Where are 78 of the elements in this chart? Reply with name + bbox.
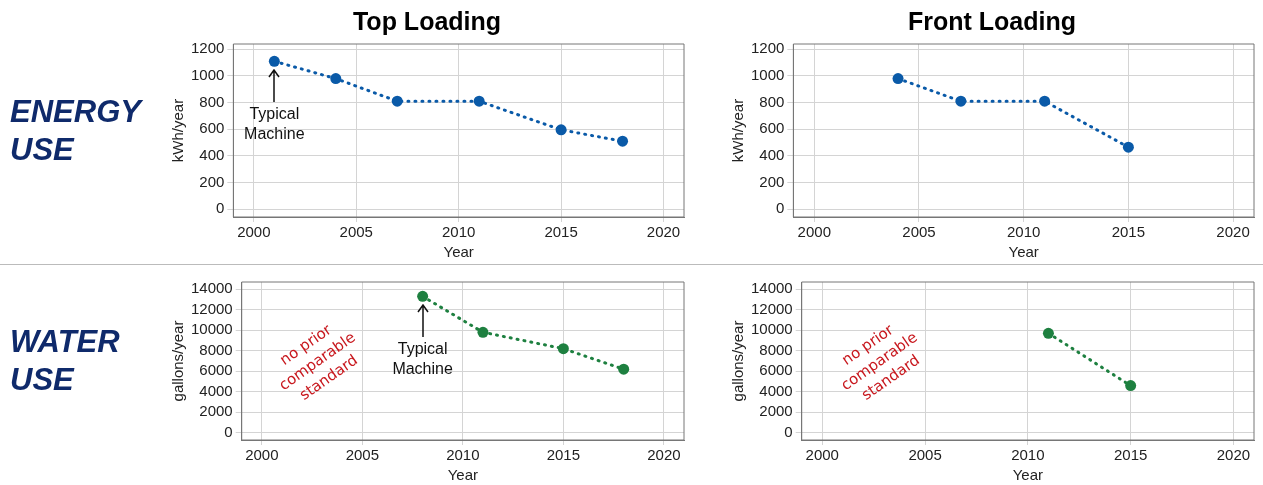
- y-tick-label: 1200: [190, 39, 225, 57]
- y-tick-label: 6000: [199, 361, 233, 379]
- chart-title: Top Loading: [352, 6, 502, 35]
- y-axis-title: kWh/year: [729, 98, 747, 163]
- y-tick-label: 14000: [750, 279, 793, 297]
- y-tick-label: 0: [784, 422, 793, 440]
- point: [617, 135, 629, 147]
- x-axis-title: Year: [1012, 466, 1044, 484]
- chart-title: Front Loading: [907, 6, 1077, 35]
- point: [1122, 141, 1134, 153]
- x-tick-label: 2015: [1113, 446, 1148, 464]
- x-axis-title: Year: [443, 243, 474, 261]
- point: [330, 73, 342, 85]
- point: [391, 95, 403, 107]
- x-tick-label: 2000: [237, 223, 271, 241]
- y-tick-label: 14000: [190, 279, 233, 297]
- x-tick-label: 2015: [1111, 223, 1146, 241]
- y-tick-label: 1200: [750, 39, 785, 57]
- point: [477, 326, 489, 338]
- y-tick-label: 400: [199, 145, 225, 163]
- y-tick-label: 8000: [199, 340, 233, 358]
- y-tick-label: 800: [759, 92, 785, 110]
- x-tick-label: 2010: [1007, 223, 1041, 241]
- point: [618, 363, 630, 375]
- y-axis-title: gallons/year: [169, 320, 187, 402]
- point: [417, 290, 429, 302]
- point: [473, 95, 485, 107]
- x-tick-label: 2020: [1216, 446, 1251, 464]
- y-tick-label: 2000: [199, 402, 233, 420]
- x-axis-title: Year: [1008, 243, 1039, 261]
- y-tick-label: 4000: [759, 381, 793, 399]
- y-tick-label: 800: [199, 92, 225, 110]
- point: [555, 124, 567, 136]
- y-tick-label: 1000: [750, 66, 785, 84]
- y-tick-label: 200: [199, 172, 225, 190]
- annotation: Typical Machine: [391, 339, 454, 380]
- x-tick-label: 2005: [902, 223, 936, 241]
- y-tick-label: 8000: [759, 340, 793, 358]
- y-tick-label: 400: [759, 145, 785, 163]
- y-tick-label: 600: [199, 119, 225, 137]
- y-tick-label: 0: [224, 422, 233, 440]
- x-tick-label: 2000: [245, 446, 279, 464]
- x-tick-label: 2015: [544, 223, 578, 241]
- x-tick-label: 2020: [647, 446, 681, 464]
- x-tick-label: 2015: [546, 446, 581, 464]
- point: [268, 55, 280, 67]
- x-tick-label: 2005: [908, 446, 942, 464]
- point: [955, 95, 967, 107]
- x-tick-label: 2000: [805, 446, 839, 464]
- text: WATER USE: [10, 323, 121, 399]
- y-tick-label: 4000: [199, 381, 233, 399]
- y-axis-title: kWh/year: [169, 98, 187, 163]
- y-tick-label: 200: [759, 172, 785, 190]
- x-tick-label: 2020: [646, 223, 681, 241]
- point: [892, 73, 904, 85]
- y-tick-label: 12000: [750, 299, 793, 317]
- y-axis-title: gallons/year: [729, 320, 747, 402]
- y-tick-label: 1000: [190, 66, 225, 84]
- x-tick-label: 2005: [345, 446, 380, 464]
- x-tick-label: 2000: [797, 223, 831, 241]
- text: ENERGY USE: [10, 92, 144, 169]
- y-tick-label: 12000: [190, 299, 233, 317]
- y-tick-label: 2000: [759, 402, 793, 420]
- y-tick-label: 0: [216, 199, 225, 217]
- x-tick-label: 2005: [339, 223, 373, 241]
- x-tick-label: 2010: [446, 446, 480, 464]
- x-axis-title: Year: [447, 466, 479, 484]
- x-tick-label: 2010: [442, 223, 476, 241]
- point: [1039, 95, 1051, 107]
- point: [557, 343, 569, 355]
- y-tick-label: 0: [776, 199, 785, 217]
- x-tick-label: 2010: [1011, 446, 1045, 464]
- y-tick-label: 6000: [759, 361, 793, 379]
- x-tick-label: 2020: [1216, 223, 1250, 241]
- annotation: Typical Machine: [243, 104, 306, 145]
- y-tick-label: 600: [759, 119, 785, 137]
- y-tick-label: 10000: [190, 320, 233, 338]
- y-tick-label: 10000: [750, 320, 793, 338]
